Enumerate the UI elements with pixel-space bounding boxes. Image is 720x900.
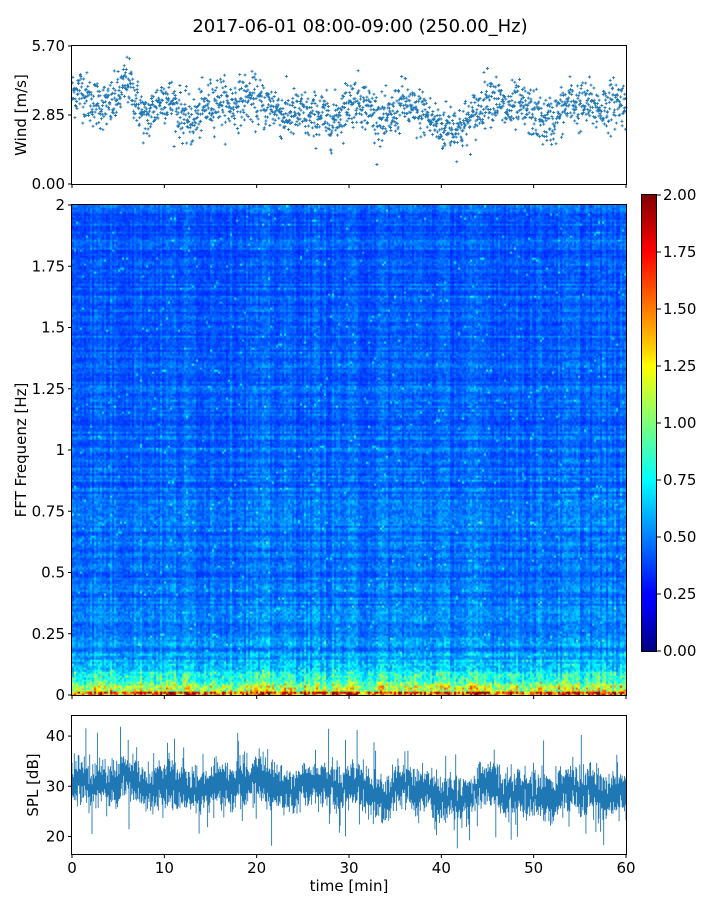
spl-xtick-label: 60	[616, 859, 635, 877]
wind-yticks: 0.00 2.85 5.70	[32, 37, 72, 193]
spl-xtick-label: 40	[432, 859, 451, 877]
spl-xtick-label: 10	[155, 859, 174, 877]
figure-title: 2017-06-01 08:00-09:00 (250.00_Hz)	[192, 16, 527, 37]
wind-ytick-label: 2.85	[32, 106, 65, 124]
spectrogram-ytick-label: 1.75	[32, 257, 65, 275]
spl-xtick-label: 30	[339, 859, 358, 877]
spectrogram-ytick-label: 0	[55, 686, 65, 704]
spl-xtick-label: 0	[67, 859, 77, 877]
colorbar-gradient	[641, 194, 657, 652]
colorbar-tick-label: 0.00	[663, 642, 696, 660]
colorbar-tick-label: 0.50	[663, 528, 696, 546]
spl-band	[71, 726, 627, 849]
spectrogram-ytick-label: 1.5	[41, 319, 65, 337]
spectrogram-ytick-label: 0.75	[32, 502, 65, 520]
colorbar-tick-label: 0.75	[663, 471, 696, 489]
spl-panel: 20 30 40 0 10 20 30 40 50 60 SPL [dB] time [min]	[24, 715, 636, 895]
spectrogram-ytick-label: 0.25	[32, 625, 65, 643]
colorbar-tick-label: 1.00	[663, 414, 696, 432]
wind-points	[70, 55, 628, 166]
spectrogram-ytick-label: 1	[55, 441, 65, 459]
spl-ylabel: SPL [dB]	[24, 753, 42, 816]
spectrogram-panel: 0 0.25 0.5 0.75 1 1.25 1.5 1.75 2 FFT Frequenz […	[12, 196, 627, 704]
spl-envelope	[71, 726, 627, 849]
wind-marker-set	[70, 55, 628, 166]
spectrogram-ytick-label: 2	[55, 196, 65, 214]
spectrogram-xticks	[71, 695, 627, 699]
spl-ytick-label: 30	[46, 777, 65, 795]
colorbar-tick-label: 1.50	[663, 300, 696, 318]
spectrogram-heatmap	[72, 205, 626, 695]
spl-yticks: 20 30 40	[46, 727, 72, 845]
wind-ytick-label: 5.70	[32, 37, 65, 55]
spl-xtick-label: 20	[247, 859, 266, 877]
colorbar-tick-label: 0.25	[663, 585, 696, 603]
colorbar-ticks: 0.00 0.25 0.50 0.75 1.00 1.25 1.50 1.75 2.00	[657, 186, 696, 660]
colorbar-tick-label: 2.00	[663, 186, 696, 204]
wind-panel: 0.00 2.85 5.70 Wind [m/s]	[12, 37, 628, 193]
spl-xlabel: time [min]	[310, 877, 389, 895]
spectrogram-ytick-label: 1.25	[32, 380, 65, 398]
spectrogram-ylabel: FFT Frequenz [Hz]	[12, 383, 30, 518]
colorbar: 0.00 0.25 0.50 0.75 1.00 1.25 1.50 1.75 2.00	[641, 186, 696, 660]
wind-ytick-label: 0.00	[32, 175, 65, 193]
spl-xticks: 0 10 20 30 40 50 60	[67, 854, 636, 877]
spectrogram-ytick-label: 0.5	[41, 564, 65, 582]
spl-ytick-label: 40	[46, 727, 65, 745]
colorbar-tick-label: 1.25	[663, 357, 696, 375]
spectrogram-yticks: 0 0.25 0.5 0.75 1 1.25 1.5 1.75 2	[32, 196, 72, 704]
wind-xticks	[71, 184, 627, 188]
spl-xtick-label: 50	[524, 859, 543, 877]
spl-ytick-label: 20	[46, 827, 65, 845]
spectrogram-canvas-holder	[72, 205, 626, 695]
colorbar-tick-label: 1.75	[663, 243, 696, 261]
wind-ylabel: Wind [m/s]	[12, 74, 30, 156]
